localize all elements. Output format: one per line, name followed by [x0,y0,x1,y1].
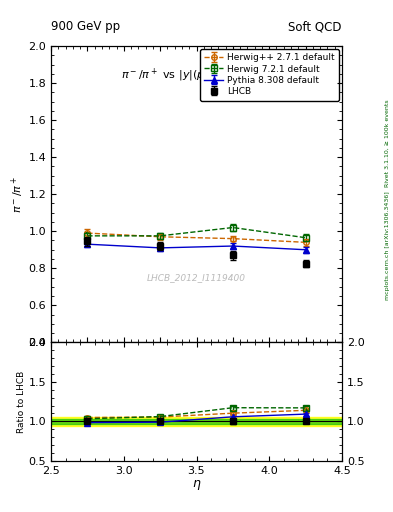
Legend: Herwig++ 2.7.1 default, Herwig 7.2.1 default, Pythia 8.308 default, LHCB: Herwig++ 2.7.1 default, Herwig 7.2.1 def… [200,49,339,100]
Text: $\pi^-/\pi^+$ vs $|y|(p_T > 1.2\ \mathrm{GeV})$: $\pi^-/\pi^+$ vs $|y|(p_T > 1.2\ \mathrm… [121,67,272,84]
Y-axis label: $\pi^-/\pi^+$: $\pi^-/\pi^+$ [9,176,26,213]
X-axis label: $\eta$: $\eta$ [192,478,201,493]
Text: 900 GeV pp: 900 GeV pp [51,20,120,33]
Y-axis label: Ratio to LHCB: Ratio to LHCB [17,370,26,433]
Bar [51,417,342,426]
Bar [51,419,342,423]
Text: Soft QCD: Soft QCD [288,20,342,33]
Text: mcplots.cern.ch [arXiv:1306.3436]: mcplots.cern.ch [arXiv:1306.3436] [385,191,390,300]
Text: LHCB_2012_I1119400: LHCB_2012_I1119400 [147,272,246,282]
Text: Rivet 3.1.10, ≥ 100k events: Rivet 3.1.10, ≥ 100k events [385,99,390,187]
